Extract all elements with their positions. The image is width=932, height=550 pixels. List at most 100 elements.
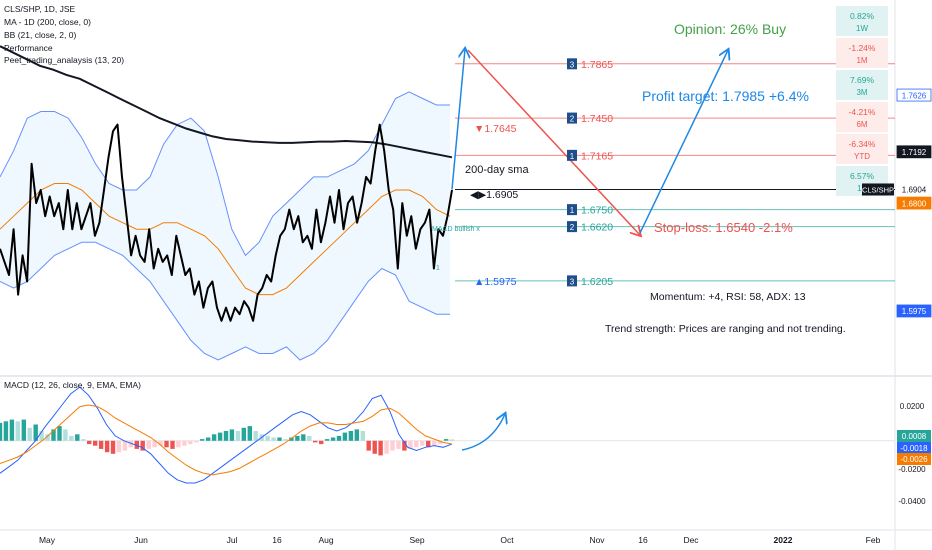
macd-histogram-bar (152, 440, 157, 448)
performance-period: YTD (854, 152, 870, 161)
time-axis-label: 16 (272, 535, 282, 545)
time-axis-label: Aug (318, 535, 333, 545)
macd-histogram-bar (182, 440, 187, 446)
level-value: 1.7165 (581, 150, 613, 162)
macd-histogram-bar (104, 440, 110, 453)
level-value: 1.6205 (581, 276, 613, 288)
indicator-peet[interactable]: Peet_trading_analaysis (13, 20) (4, 55, 125, 65)
macd-signal-line (0, 404, 453, 476)
opinion-label: Opinion: 26% Buy (674, 21, 786, 37)
time-axis-label: Sep (409, 535, 424, 545)
macd-histogram-bar (408, 440, 413, 449)
bb-band-fill (0, 91, 450, 361)
macd-histogram-bar (301, 434, 306, 441)
macd-histogram-bar (289, 437, 294, 441)
price-axis-label: 1.7192 (902, 148, 927, 157)
macd-histogram-bar (9, 419, 15, 441)
macd-histogram-bar (426, 440, 431, 448)
macd-histogram-bar (0, 422, 3, 441)
macd-histogram-bar (283, 439, 288, 441)
macd-axis-box (897, 442, 931, 454)
price-line (0, 123, 453, 322)
macd-histogram-bar (87, 440, 92, 445)
macd-axis-label: -0.0026 (900, 455, 928, 464)
macd-histogram-bar (15, 421, 20, 441)
performance-cell (836, 6, 888, 36)
time-axis: May Jun Jul 16 Aug Sep Oct Nov 16 Dec 2022 Feb (39, 535, 881, 545)
level-badge (567, 204, 577, 216)
up-arrow-1 (451, 49, 465, 190)
macd-axis-label: -0.0018 (900, 444, 928, 453)
macd-histogram-bar (122, 440, 128, 451)
performance-cell (836, 102, 888, 132)
price-axis-label: 1.5975 (902, 307, 927, 316)
symbol-line[interactable]: CLS/SHP, 1D, JSE (4, 4, 76, 14)
macd-histogram-bar (402, 440, 407, 451)
level-value: 1.7865 (581, 59, 613, 71)
macd-histogram-bar (295, 435, 300, 441)
macd-histogram-bar (164, 440, 169, 448)
price-axis: 1.7626 1.7192 1.6904 1.6800 1.5975 CLS/SHP (862, 88, 932, 318)
macd-histogram-bar (223, 431, 229, 441)
macd-histogram-bar (39, 431, 44, 441)
macd-histogram-bar (158, 440, 163, 446)
performance-cell (836, 134, 888, 164)
macd-histogram-bar (21, 419, 26, 441)
macd-line (0, 386, 453, 484)
performance-table: 0.82% 1W -1.24% 1M 7.69% 3M -4.21% 6M -6.34% YTD 6… (836, 6, 888, 196)
level-badge (567, 275, 577, 287)
macd-histogram-bar (414, 440, 419, 448)
macd-histogram-bar (98, 440, 104, 449)
level-badges: 3 1.7865 2 1.7450 1 1.7165 1 1.6750 2 1.6620 3 1.62… (567, 58, 613, 288)
indicator-ma[interactable]: MA - 1D (200, close, 0) (4, 17, 91, 27)
indicator-performance[interactable]: Performance (4, 43, 53, 53)
macd-histogram-bar (75, 434, 80, 441)
macd-histogram-bar (449, 439, 455, 441)
macd-histogram-bar (330, 437, 336, 441)
macd-histogram-bar (217, 432, 223, 441)
macd-histogram-bar (200, 439, 205, 441)
macd-histogram-bar (3, 421, 9, 441)
macd-histogram-bar (93, 440, 98, 446)
macd-histogram-bar (372, 440, 377, 454)
macd-histogram-bar (235, 431, 241, 441)
macd-histogram-bar (45, 434, 50, 441)
down-arrow (467, 49, 640, 235)
macd-histogram-bar (211, 434, 217, 441)
macd-histogram-bar (265, 435, 270, 441)
price-axis-label: 1.7626 (902, 91, 927, 100)
performance-cell (836, 38, 888, 68)
price-axis-label: 1.6800 (902, 199, 927, 208)
macd-histogram-bar (319, 440, 324, 445)
macd-histogram-bar (176, 440, 181, 448)
macd-histogram-bar (128, 440, 133, 448)
macd-axis-box (897, 453, 931, 465)
macd-axis-box (897, 430, 931, 442)
time-axis-label: Oct (500, 535, 514, 545)
level-value: 1.6750 (581, 205, 613, 217)
macd-axis-label: 0.0200 (900, 402, 925, 411)
macd-histogram-bar (188, 440, 193, 445)
high-marker: ▼1.7645 (474, 123, 517, 135)
macd-histogram-bar (348, 431, 354, 441)
performance-value: 6.57% (850, 171, 875, 181)
performance-value: 0.82% (850, 11, 875, 21)
macd-histogram-bar (271, 437, 276, 441)
level-badge (567, 221, 577, 233)
up-arrow-2 (639, 50, 728, 234)
macd-histogram-bar (81, 439, 86, 441)
time-axis-label: Nov (589, 535, 605, 545)
level-badge (567, 149, 577, 161)
macd-histogram-bar (69, 435, 74, 441)
low-marker: ▲1.5975 (474, 276, 517, 288)
level-badge-number: 2 (570, 115, 575, 124)
time-axis-label: Feb (866, 535, 881, 545)
macd-bullish-label: MACD bullish x (432, 226, 480, 233)
macd-histogram-bar (366, 440, 371, 451)
level-badge-number: 3 (570, 60, 575, 69)
macd-title[interactable]: MACD (12, 26, close, 9, EMA, EMA) (4, 380, 141, 390)
macd-histogram-bar (443, 439, 449, 441)
indicator-bb[interactable]: BB (21, close, 2, 0) (4, 30, 77, 40)
macd-histogram-bar (206, 437, 211, 441)
profit-target-label: Profit target: 1.7985 +6.4% (642, 88, 809, 104)
